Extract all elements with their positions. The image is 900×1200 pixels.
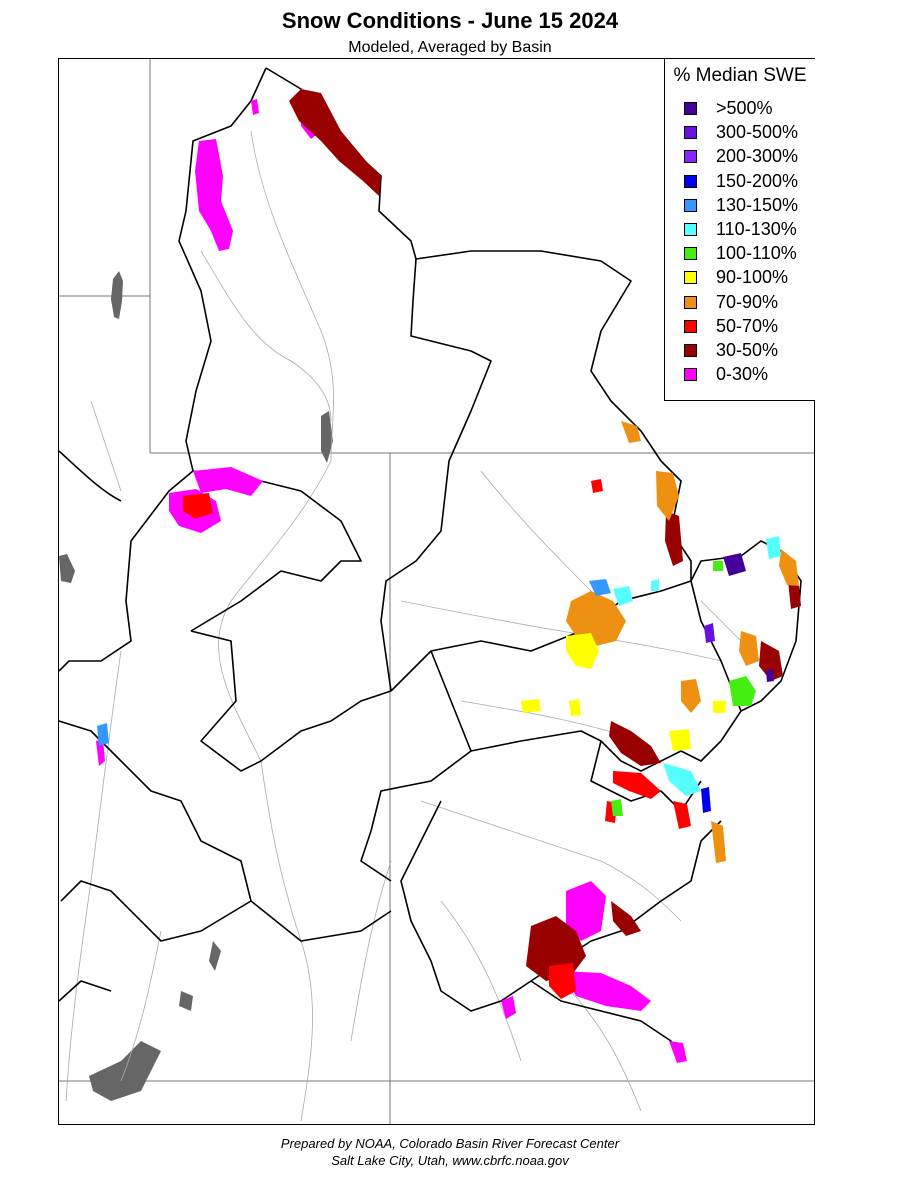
swe-50-70 — [183, 479, 691, 999]
swe-100-110 — [611, 561, 756, 816]
swe-150-200 — [701, 787, 711, 813]
legend-swatch — [684, 126, 697, 140]
legend-swatch — [684, 271, 697, 285]
footer-credit-line2: Salt Lake City, Utah, www.cbrfc.noaa.gov — [331, 1153, 569, 1168]
lakes — [59, 271, 333, 1101]
footer-credit-line1: Prepared by NOAA, Colorado Basin River F… — [280, 1136, 620, 1151]
legend-label: 30-50% — [716, 340, 779, 360]
legend-label: 110-130% — [716, 219, 797, 239]
map-title: Snow Conditions - June 15 2024 — [281, 8, 619, 33]
legend-swatch — [684, 174, 697, 188]
legend-swatch — [684, 319, 697, 333]
swe-110-130 — [613, 536, 781, 796]
legend-label: 0-30% — [716, 364, 769, 385]
swe-70-90 — [566, 421, 799, 863]
legend-title: % Median SWE — [673, 65, 807, 86]
legend-swatch — [684, 295, 697, 309]
swe-90-100 — [521, 633, 726, 751]
legend-swatch — [684, 247, 697, 261]
swe-gt-500 — [723, 553, 774, 682]
rivers — [65, 130, 762, 1122]
legend-label: 90-100% — [716, 267, 789, 288]
swe-300-500 — [704, 623, 715, 643]
swe-130-150 — [97, 579, 611, 746]
basin-map — [59, 59, 814, 1124]
legend-label: 200-300% — [716, 146, 799, 167]
legend-label: 130-150% — [716, 194, 799, 215]
legend-swatch — [684, 223, 697, 236]
legend-swatch — [684, 344, 697, 357]
legend-swatch — [684, 368, 697, 382]
legend-label: 70-90% — [716, 291, 779, 312]
legend-label: 100-110% — [716, 243, 797, 264]
swe-0-30 — [96, 99, 687, 1063]
legend-label: >500% — [716, 98, 773, 118]
legend: % Median SWE >500% 300-500% 200-300% 150-20… — [664, 59, 815, 401]
legend-label: 50-70% — [716, 315, 779, 336]
legend-swatch — [684, 102, 697, 115]
legend-swatch — [684, 198, 697, 212]
legend-label: 300-500% — [716, 122, 799, 143]
swe-coverage — [96, 89, 801, 1063]
map-subtitle: Modeled, Averaged by Basin — [348, 39, 552, 56]
legend-label: 150-200% — [716, 170, 799, 191]
legend-swatch — [684, 150, 697, 164]
